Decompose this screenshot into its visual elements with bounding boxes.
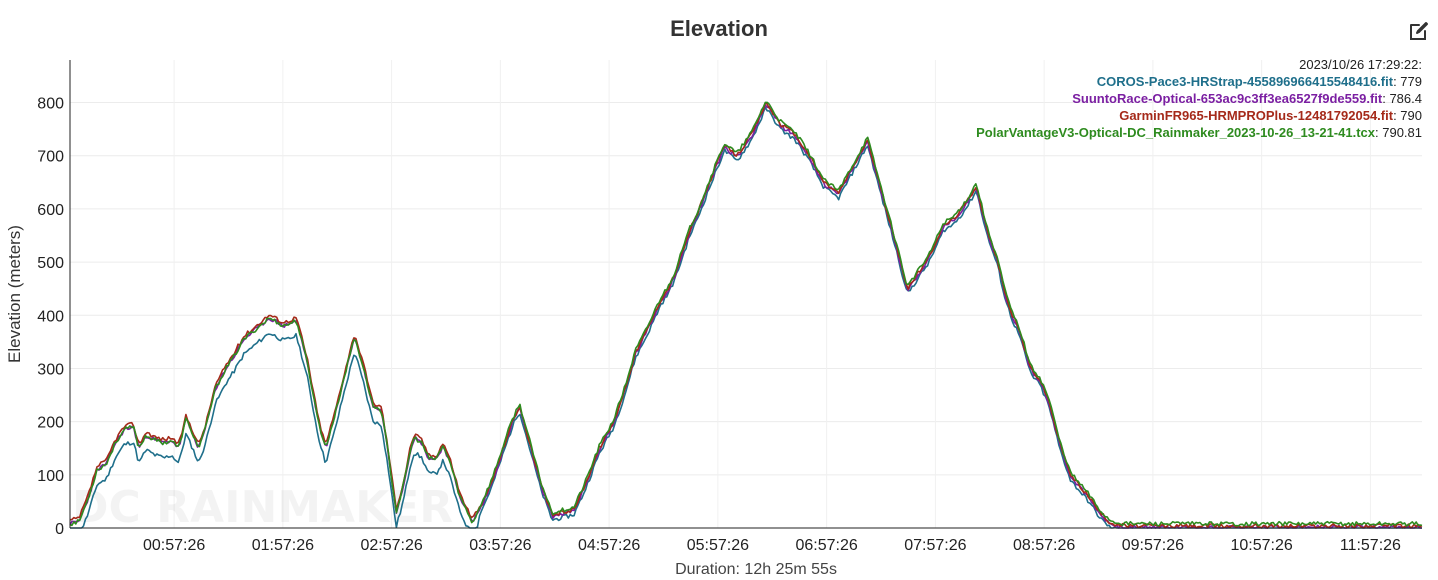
x-tick-label: 04:57:26 [578, 537, 640, 554]
series-line[interactable] [69, 102, 1423, 529]
x-tick-label: 00:57:26 [143, 537, 205, 554]
axes: 0 100 200 300 400 500 600 700 800 00:57:26 01:57:2… [37, 60, 1422, 554]
tooltip-entry: SuuntoRace-Optical-653ac9c3ff3ea6527f9de… [976, 90, 1422, 107]
edit-icon[interactable] [1408, 20, 1430, 42]
y-tick-label: 100 [37, 468, 64, 485]
tooltip-colon: : [1393, 108, 1401, 123]
y-tick-label: 300 [37, 361, 64, 378]
x-tick-label: 03:57:26 [469, 537, 531, 554]
x-axis-title: Duration: 12h 25m 55s [675, 561, 837, 578]
y-tick-label: 600 [37, 202, 64, 219]
tooltip-entry: GarminFR965-HRMPROPlus-12481792054.fit: … [976, 107, 1422, 124]
tooltip-series-name: SuuntoRace-Optical-653ac9c3ff3ea6527f9de… [1072, 91, 1383, 106]
tooltip-timestamp: 2023/10/26 17:29:22: [1299, 57, 1422, 72]
x-tick-label: 06:57:26 [795, 537, 857, 554]
tooltip-series-name: COROS-Pace3-HRStrap-455896966415548416.f… [1096, 74, 1394, 89]
y-tick-label: 400 [37, 308, 64, 325]
x-tick-label: 10:57:26 [1231, 537, 1293, 554]
series-line[interactable] [69, 101, 1423, 527]
chart-title: Elevation [670, 16, 768, 41]
x-tick-label: 08:57:26 [1013, 537, 1075, 554]
tooltip-value: 790.81 [1382, 125, 1422, 140]
x-tick-label: 11:57:26 [1340, 537, 1401, 554]
grid [70, 60, 1422, 529]
series-line[interactable] [70, 106, 1422, 529]
y-tick-label: 500 [37, 255, 64, 272]
x-tick-label: 05:57:26 [687, 537, 749, 554]
x-tick-label: 01:57:26 [252, 537, 314, 554]
y-tick-label: 800 [37, 96, 64, 113]
tooltip-value: 790 [1400, 108, 1422, 123]
tooltip-entry: PolarVantageV3-Optical-DC_Rainmaker_2023… [976, 124, 1422, 141]
y-tick-label: 700 [37, 149, 64, 166]
y-axis-title: Elevation (meters) [5, 225, 24, 363]
tooltip-entry: COROS-Pace3-HRStrap-455896966415548416.f… [976, 73, 1422, 90]
tooltip-colon: : [1375, 125, 1383, 140]
tooltip-series-name: PolarVantageV3-Optical-DC_Rainmaker_2023… [976, 125, 1375, 140]
tooltip-series-name: GarminFR965-HRMPROPlus-12481792054.fit [1119, 108, 1394, 123]
tooltip-value: 779 [1400, 74, 1422, 89]
x-tick-label: 07:57:26 [904, 537, 966, 554]
hover-tooltip: 2023/10/26 17:29:22: COROS-Pace3-HRStrap… [976, 56, 1422, 141]
tooltip-value: 786.4 [1389, 91, 1422, 106]
watermark-text: DC RAINMAKER [72, 482, 453, 533]
y-tick-label: 0 [55, 521, 64, 538]
tooltip-colon: : [1382, 91, 1390, 106]
y-tick-label: 200 [37, 415, 64, 432]
tooltip-colon: : [1393, 74, 1401, 89]
x-tick-label: 09:57:26 [1122, 537, 1184, 554]
x-tick-label: 02:57:26 [360, 537, 422, 554]
